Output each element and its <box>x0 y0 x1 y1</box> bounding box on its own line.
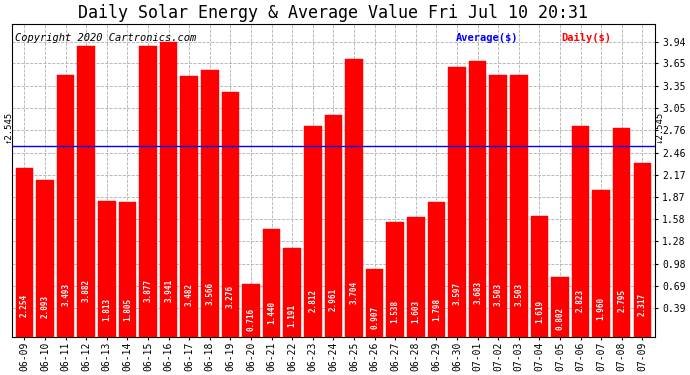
Bar <box>593 190 610 337</box>
Text: ↓2.545: ↓2.545 <box>654 110 663 142</box>
Bar <box>489 75 507 337</box>
Text: Copyright 2020 Cartronics.com: Copyright 2020 Cartronics.com <box>15 33 197 43</box>
Bar <box>119 202 136 337</box>
Text: 1.960: 1.960 <box>597 297 606 320</box>
Bar <box>221 92 239 337</box>
Text: 2.093: 2.093 <box>41 296 50 318</box>
Text: 0.907: 0.907 <box>370 306 379 329</box>
Bar <box>181 76 198 337</box>
Bar <box>77 46 95 337</box>
Text: 3.503: 3.503 <box>493 283 502 306</box>
Bar <box>201 70 219 337</box>
Bar <box>263 229 280 337</box>
Text: 1.805: 1.805 <box>123 298 132 321</box>
Title: Daily Solar Energy & Average Value Fri Jul 10 20:31: Daily Solar Energy & Average Value Fri J… <box>79 4 589 22</box>
Text: 2.812: 2.812 <box>308 289 317 312</box>
Bar <box>324 115 342 337</box>
Bar <box>469 61 486 337</box>
Text: 3.493: 3.493 <box>61 283 70 306</box>
Text: 2.961: 2.961 <box>329 288 338 310</box>
Bar <box>98 201 116 337</box>
Text: 2.823: 2.823 <box>576 289 585 312</box>
Text: 1.813: 1.813 <box>102 298 111 321</box>
Text: 3.882: 3.882 <box>81 279 91 302</box>
Text: 1.798: 1.798 <box>432 298 441 321</box>
Bar <box>139 46 157 337</box>
Bar <box>448 68 466 337</box>
Text: 3.704: 3.704 <box>350 281 359 304</box>
Text: Average($): Average($) <box>455 33 518 43</box>
Bar <box>160 42 177 337</box>
Text: 1.440: 1.440 <box>267 301 276 324</box>
Text: 3.683: 3.683 <box>473 281 482 304</box>
Bar <box>572 126 589 337</box>
Bar <box>428 202 445 337</box>
Text: Daily($): Daily($) <box>562 33 611 43</box>
Text: 3.276: 3.276 <box>226 285 235 308</box>
Text: 3.482: 3.482 <box>185 283 194 306</box>
Bar <box>366 269 384 337</box>
Bar <box>551 277 569 337</box>
Bar <box>531 216 548 337</box>
Text: 2.254: 2.254 <box>20 294 29 317</box>
Bar <box>386 222 404 337</box>
Text: 2.795: 2.795 <box>618 289 627 312</box>
Bar <box>57 75 75 337</box>
Bar <box>304 126 322 337</box>
Bar <box>407 217 424 337</box>
Bar <box>345 59 363 337</box>
Text: 3.941: 3.941 <box>164 279 173 302</box>
Text: 3.566: 3.566 <box>206 282 215 305</box>
Bar <box>16 168 33 337</box>
Text: 3.503: 3.503 <box>514 283 523 306</box>
Text: 0.716: 0.716 <box>246 308 255 331</box>
Text: 1.603: 1.603 <box>411 300 420 323</box>
Text: 0.802: 0.802 <box>555 307 564 330</box>
Text: ↑2.545: ↑2.545 <box>3 110 12 142</box>
Text: 1.538: 1.538 <box>391 300 400 324</box>
Text: 2.317: 2.317 <box>638 293 647 316</box>
Bar <box>633 164 651 337</box>
Bar <box>242 284 259 337</box>
Bar <box>613 128 631 337</box>
Text: 1.619: 1.619 <box>535 300 544 323</box>
Bar <box>284 248 301 337</box>
Text: 1.191: 1.191 <box>288 303 297 327</box>
Text: 3.597: 3.597 <box>453 282 462 305</box>
Bar <box>510 75 528 337</box>
Text: 3.877: 3.877 <box>144 279 152 302</box>
Bar <box>37 180 54 337</box>
